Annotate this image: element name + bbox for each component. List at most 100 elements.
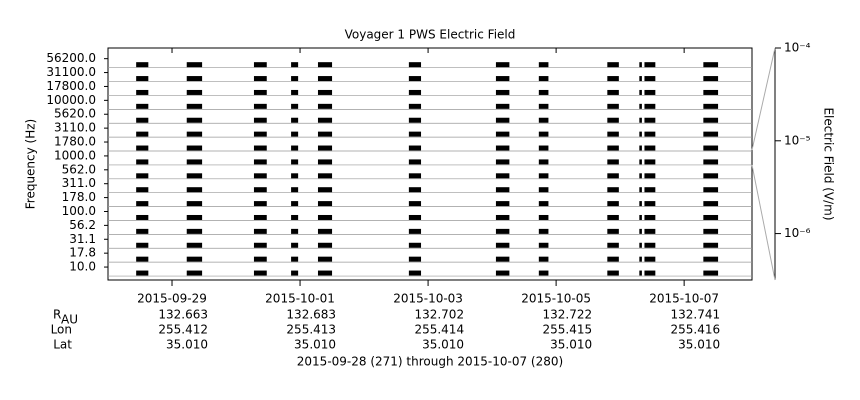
data-interval [317, 214, 333, 220]
data-interval [538, 187, 549, 193]
ephemeris-value: 255.415 [542, 323, 592, 337]
data-interval [317, 228, 333, 234]
data-interval [607, 201, 619, 207]
data-interval [703, 270, 719, 276]
data-interval [253, 145, 267, 151]
data-interval [639, 242, 642, 248]
data-interval [317, 187, 333, 193]
data-interval [253, 159, 267, 165]
y-tick-label: 1000.0 [54, 148, 96, 162]
ephemeris-value: 132.683 [286, 308, 336, 322]
ephemeris-label: Lon [51, 323, 72, 337]
data-interval [538, 89, 549, 95]
ephemeris-value: 35.010 [422, 338, 464, 352]
data-interval [408, 103, 422, 109]
data-interval [607, 145, 619, 151]
data-interval [607, 62, 619, 68]
data-interval [703, 173, 719, 179]
data-interval [703, 131, 719, 137]
data-interval [186, 62, 203, 68]
data-interval [644, 159, 656, 165]
data-interval [136, 103, 149, 109]
data-interval [186, 228, 203, 234]
data-interval [607, 173, 619, 179]
y-tick-label: 5620.0 [54, 107, 96, 121]
data-interval [317, 76, 333, 82]
data-interval [136, 117, 149, 123]
data-interval [644, 103, 656, 109]
data-interval [703, 76, 719, 82]
data-interval [703, 242, 719, 248]
y-tick-label: 562.0 [62, 162, 96, 176]
data-interval [703, 228, 719, 234]
ephemeris-value: 35.010 [166, 338, 208, 352]
data-interval [253, 270, 267, 276]
x-tick-label: 2015-09-29 [137, 292, 207, 306]
data-interval [644, 173, 656, 179]
data-interval [186, 201, 203, 207]
data-interval [495, 89, 510, 95]
data-interval [317, 270, 333, 276]
data-interval [136, 187, 149, 193]
ephemeris-value: 255.416 [671, 323, 721, 337]
x-tick-label: 2015-10-03 [393, 292, 463, 306]
y-tick-label: 100.0 [62, 204, 96, 218]
data-interval [607, 159, 619, 165]
y-tick-label: 31100.0 [46, 65, 96, 79]
y-tick-label: 311.0 [62, 176, 96, 190]
data-interval [607, 270, 619, 276]
data-interval [408, 201, 422, 207]
data-interval [644, 187, 656, 193]
data-interval [495, 256, 510, 262]
data-interval [186, 159, 203, 165]
y-tick-label: 31.1 [69, 232, 96, 246]
ephemeris-value: 255.412 [158, 323, 208, 337]
data-interval [408, 117, 422, 123]
data-interval [495, 242, 510, 248]
data-interval [291, 89, 299, 95]
data-interval [644, 145, 656, 151]
x-tick-label: 2015-10-07 [649, 292, 719, 306]
data-interval [186, 117, 203, 123]
data-interval [408, 173, 422, 179]
data-interval [538, 256, 549, 262]
data-interval [317, 145, 333, 151]
y2-tick-label: 10⁻⁴ [784, 41, 811, 55]
data-interval [703, 159, 719, 165]
ephemeris-value: 35.010 [294, 338, 336, 352]
data-interval [408, 62, 422, 68]
data-interval [136, 242, 149, 248]
data-interval [317, 117, 333, 123]
ephemeris-value: 132.663 [158, 308, 208, 322]
data-interval [291, 201, 299, 207]
data-interval [408, 270, 422, 276]
data-interval [186, 131, 203, 137]
data-interval [538, 62, 549, 68]
data-interval [253, 117, 267, 123]
data-interval [186, 173, 203, 179]
data-interval [538, 173, 549, 179]
data-interval [703, 145, 719, 151]
data-interval [253, 201, 267, 207]
data-interval [253, 62, 267, 68]
data-interval [253, 228, 267, 234]
ephemeris-label: R [53, 308, 61, 322]
data-interval [495, 270, 510, 276]
data-interval [495, 173, 510, 179]
data-interval [291, 76, 299, 82]
data-interval [317, 256, 333, 262]
data-interval [538, 270, 549, 276]
data-interval [495, 131, 510, 137]
data-interval [607, 187, 619, 193]
y2-tick-label: 10⁻⁶ [784, 226, 811, 240]
data-interval [317, 242, 333, 248]
y2-tick-label: 10⁻⁵ [784, 133, 811, 147]
data-interval [136, 256, 149, 262]
data-interval [639, 117, 642, 123]
data-interval [408, 214, 422, 220]
x-tick-label: 2015-10-01 [265, 292, 335, 306]
y-tick-label: 10000.0 [46, 93, 96, 107]
data-interval [703, 201, 719, 207]
data-interval [639, 89, 642, 95]
